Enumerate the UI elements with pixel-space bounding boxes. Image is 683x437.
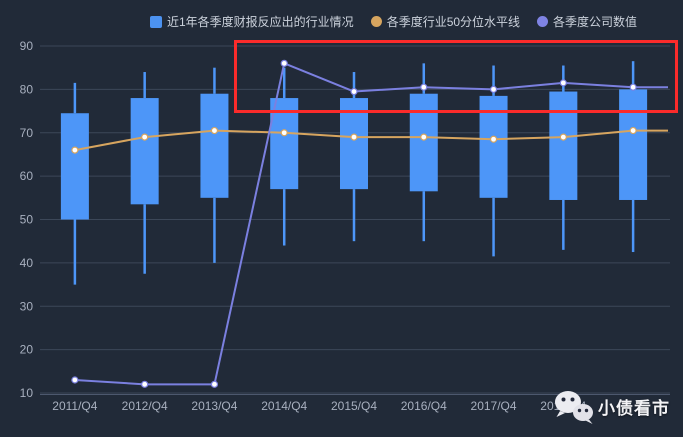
x-tick-label: 2014/Q4 — [261, 399, 307, 413]
wechat-icon — [555, 391, 593, 424]
industry-median-data-point — [141, 133, 149, 141]
legend-circle-marker — [537, 16, 549, 27]
company-value-data-point — [559, 79, 567, 87]
legend-label: 各季度公司数值 — [553, 15, 638, 29]
legend-circle-marker — [370, 16, 382, 27]
candle-box — [479, 95, 508, 198]
legend-item-industry-range[interactable]: 近1年各季度财报反应出的行业情况 — [150, 13, 354, 30]
company-value-data-point — [71, 376, 79, 384]
y-tick-label: 10 — [20, 386, 34, 400]
candle-box — [200, 93, 229, 198]
candle-box — [60, 113, 89, 220]
industry-median-data-point — [280, 129, 288, 137]
industry-median-data-point — [71, 146, 79, 154]
company-value-line — [74, 62, 668, 386]
legend-label: 近1年各季度财报反应出的行业情况 — [167, 15, 354, 29]
y-tick-label: 60 — [20, 169, 34, 183]
legend-item-industry-median[interactable]: 各季度行业50分位水平线 — [370, 13, 521, 30]
x-tick-label: 2016/Q4 — [401, 399, 447, 413]
company-value-data-point — [629, 83, 637, 91]
y-tick-label: 80 — [20, 82, 34, 96]
legend-label: 各季度行业50分位水平线 — [386, 15, 521, 29]
candle-box — [409, 93, 438, 192]
industry-median-data-point — [350, 133, 358, 141]
candle-box — [549, 91, 578, 200]
chart-legend: 近1年各季度财报反应出的行业情况 各季度行业50分位水平线 各季度公司数值 — [150, 13, 637, 30]
y-tick-label: 90 — [20, 39, 34, 53]
y-tick-label: 70 — [20, 126, 34, 140]
industry-median-data-point — [629, 126, 637, 135]
legend-square-marker — [150, 15, 162, 28]
company-value-data-point — [489, 85, 498, 93]
industry-median-data-point — [489, 135, 498, 143]
company-value-data-point — [141, 380, 149, 388]
company-value-data-point — [280, 59, 288, 67]
y-tick-label: 30 — [20, 299, 34, 313]
candle-box — [270, 98, 299, 190]
company-value-data-point — [350, 87, 358, 96]
watermark: 小债看市 — [553, 388, 670, 425]
y-tick-label: 20 — [20, 343, 34, 357]
legend-item-company-value[interactable]: 各季度公司数值 — [537, 13, 637, 30]
candle-box — [340, 98, 368, 190]
industry-median-line — [74, 129, 668, 152]
industry-median-data-point — [210, 126, 219, 135]
watermark-text: 小债看市 — [598, 399, 670, 418]
x-tick-label: 2011/Q4 — [52, 399, 97, 413]
x-tick-label: 2013/Q4 — [191, 399, 237, 413]
y-tick-label: 40 — [20, 256, 34, 270]
x-tick-label: 2017/Q4 — [471, 399, 517, 413]
y-tick-label: 50 — [20, 213, 34, 227]
candle-box — [619, 89, 648, 200]
industry-median-data-point — [420, 133, 428, 141]
candle-box — [130, 98, 159, 205]
industry-median-data-point — [559, 133, 567, 141]
company-value-data-point — [420, 83, 428, 91]
company-value-data-point — [210, 380, 219, 388]
x-tick-label: 2015/Q4 — [331, 399, 377, 413]
x-tick-label: 2012/Q4 — [122, 399, 168, 413]
